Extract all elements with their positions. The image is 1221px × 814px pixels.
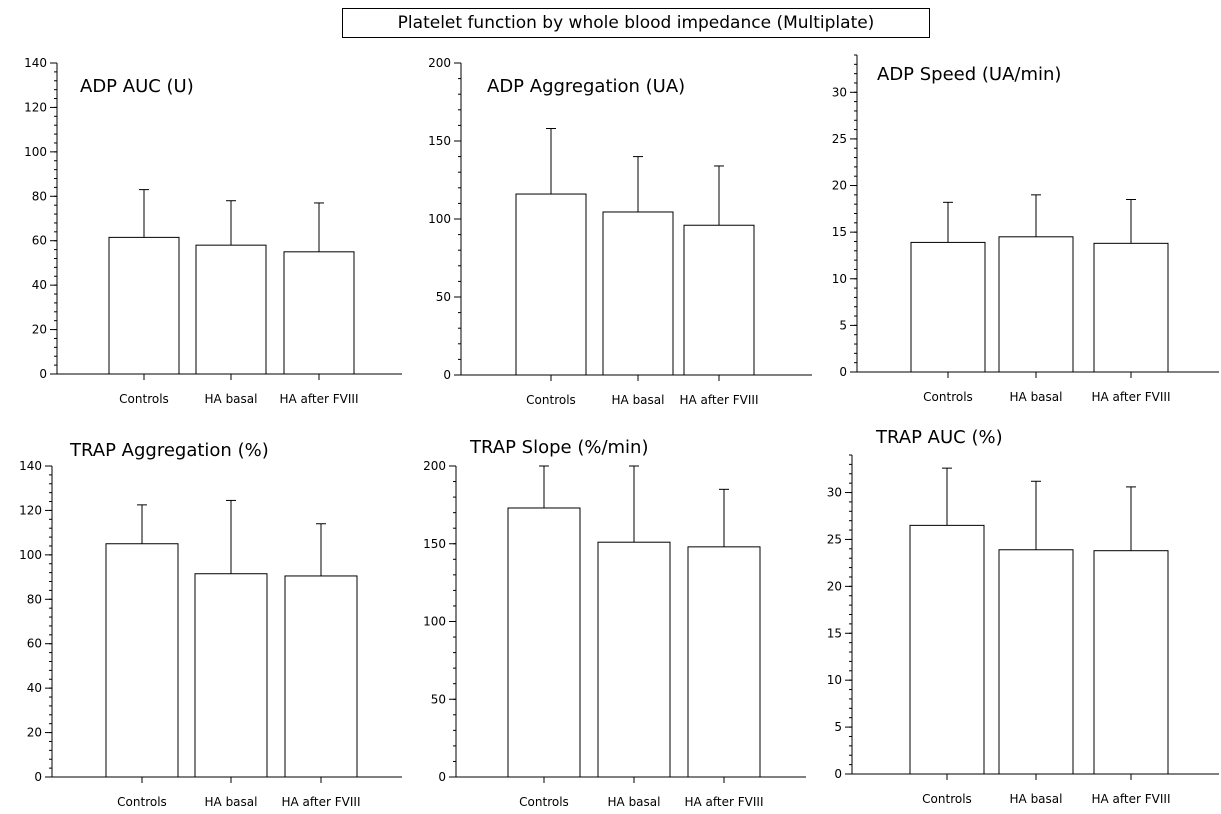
bar — [195, 244, 267, 375]
chart-panel-3: ADP Speed (UA/min) 0 5 10 15 20 25 30 Controls HA… — [832, 54, 1219, 404]
y-tick-label: 25 — [832, 132, 847, 146]
bar — [105, 543, 179, 778]
y-tick-label: 150 — [428, 134, 451, 148]
y-tick-label: 0 — [34, 770, 42, 784]
bar — [998, 549, 1074, 775]
y-tick-label: 20 — [32, 323, 47, 337]
x-tick-label: Controls — [923, 390, 973, 404]
y-tick-label: 100 — [19, 548, 42, 562]
bar — [515, 193, 587, 376]
y-tick-label: 40 — [32, 278, 47, 292]
panel-title: ADP Speed (UA/min) — [877, 64, 1061, 85]
x-tick-label: Controls — [922, 792, 972, 806]
x-tick-label: Controls — [117, 795, 167, 809]
y-tick-label: 5 — [834, 720, 842, 734]
y-tick-label: 100 — [428, 212, 451, 226]
y-tick-label: 10 — [827, 673, 842, 687]
chart-panel-4: TRAP Aggregation (%) 0 20 40 60 80 100 120 140 Co… — [19, 440, 402, 809]
figure-title: Platelet function by whole blood impedan… — [342, 8, 930, 38]
bar — [602, 211, 674, 376]
panel-title: TRAP Slope (%/min) — [469, 437, 648, 458]
bar — [687, 546, 761, 778]
y-tick-label: 10 — [832, 272, 847, 286]
y-tick-label: 0 — [438, 770, 446, 784]
y-tick-label: 120 — [19, 503, 42, 517]
y-tick-label: 120 — [24, 100, 47, 114]
bar — [108, 236, 180, 375]
y-tick-label: 50 — [431, 692, 446, 706]
bar — [998, 236, 1074, 373]
y-tick-label: 0 — [834, 767, 842, 781]
y-tick-label: 150 — [423, 537, 446, 551]
x-tick-label: HA basal — [608, 795, 661, 809]
y-tick-label: 5 — [839, 318, 847, 332]
x-tick-label: HA basal — [612, 393, 665, 407]
chart-panel-1: ADP AUC (U) 0 20 40 60 80 100 120 140 Controls HA … — [24, 56, 402, 406]
y-tick-label: 30 — [827, 486, 842, 500]
y-tick-label: 200 — [428, 56, 451, 70]
y-tick-label: 80 — [27, 592, 42, 606]
panel-title: ADP AUC (U) — [80, 76, 194, 97]
y-tick-label: 140 — [19, 459, 42, 473]
x-tick-label: Controls — [526, 393, 576, 407]
y-tick-label: 20 — [832, 179, 847, 193]
y-tick-label: 100 — [423, 615, 446, 629]
y-tick-label: 30 — [832, 85, 847, 99]
y-tick-label: 25 — [827, 532, 842, 546]
y-tick-label: 40 — [27, 681, 42, 695]
bar — [1093, 550, 1169, 775]
x-tick-label: Controls — [119, 392, 169, 406]
x-tick-label: HA basal — [1010, 390, 1063, 404]
y-tick-label: 200 — [423, 459, 446, 473]
chart-panel-5: TRAP Slope (%/min) 0 50 100 150 200 Controls HA… — [423, 437, 806, 809]
y-tick-label: 60 — [27, 637, 42, 651]
chart-panel-2: ADP Aggregation (UA) 0 50 100 150 200 Controls… — [428, 56, 812, 407]
y-tick-label: 60 — [32, 234, 47, 248]
y-tick-label: 15 — [827, 626, 842, 640]
x-tick-label: HA after FVIII — [1092, 792, 1171, 806]
bar — [683, 224, 755, 376]
y-tick-label: 140 — [24, 56, 47, 70]
panel-title: ADP Aggregation (UA) — [487, 76, 685, 97]
x-tick-label: HA after FVIII — [282, 795, 361, 809]
y-tick-label: 80 — [32, 189, 47, 203]
y-tick-label: 50 — [436, 290, 451, 304]
bar — [507, 507, 581, 778]
bar — [194, 573, 268, 778]
x-tick-label: HA after FVIII — [280, 392, 359, 406]
x-tick-label: HA after FVIII — [685, 795, 764, 809]
x-tick-label: HA basal — [1010, 792, 1063, 806]
bar — [597, 541, 671, 778]
y-tick-label: 20 — [827, 579, 842, 593]
bar — [283, 251, 355, 375]
y-tick-label: 0 — [443, 368, 451, 382]
y-tick-label: 20 — [27, 726, 42, 740]
y-tick-label: 0 — [839, 365, 847, 379]
x-tick-label: HA after FVIII — [680, 393, 759, 407]
x-tick-label: HA after FVIII — [1092, 390, 1171, 404]
y-tick-label: 15 — [832, 225, 847, 239]
chart-panel-6: TRAP AUC (%) 0 5 10 15 20 25 30 Controls HA basal… — [827, 427, 1219, 806]
panel-title: TRAP Aggregation (%) — [69, 440, 269, 461]
y-tick-label: 0 — [39, 367, 47, 381]
x-tick-label: Controls — [519, 795, 569, 809]
x-tick-label: HA basal — [205, 392, 258, 406]
y-tick-label: 100 — [24, 145, 47, 159]
bar — [1093, 242, 1169, 373]
bar — [910, 241, 986, 373]
bar — [909, 524, 985, 775]
bar — [284, 575, 358, 778]
x-tick-label: HA basal — [205, 795, 258, 809]
panel-title: TRAP AUC (%) — [875, 427, 1003, 448]
